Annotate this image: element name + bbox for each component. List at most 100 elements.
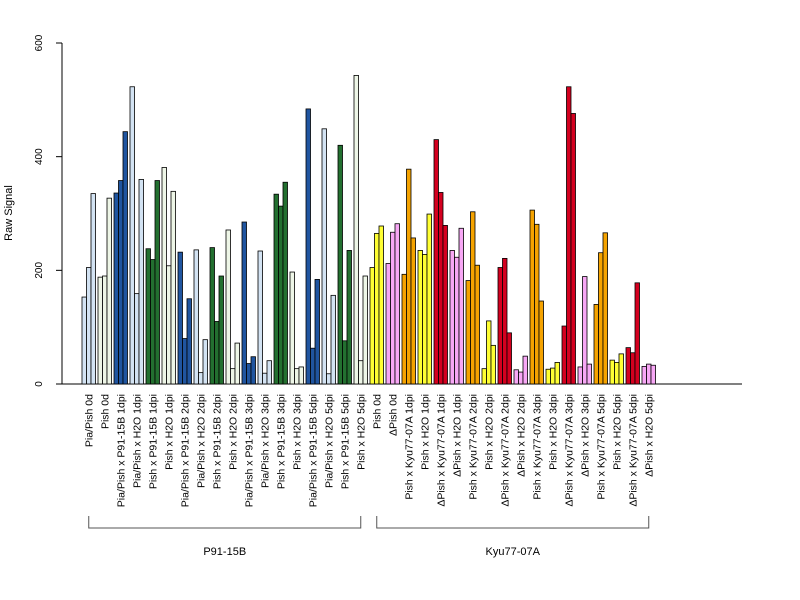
bar bbox=[145, 248, 151, 385]
bar bbox=[314, 279, 320, 385]
x-tick-label: ΔPish x Kyu77-07A 3dpi bbox=[563, 394, 575, 507]
bar bbox=[342, 340, 348, 385]
bar bbox=[209, 247, 215, 385]
x-tick-label: Pish 0d bbox=[371, 394, 383, 429]
bar bbox=[470, 211, 476, 385]
bar bbox=[202, 339, 208, 385]
bar bbox=[353, 74, 359, 385]
group-brackets: P91-15B Kyu77-07A bbox=[88, 516, 650, 558]
bar bbox=[166, 265, 172, 385]
bar bbox=[337, 144, 343, 385]
x-tick-label: Pish x H2O 2dpi bbox=[227, 394, 239, 470]
x-tick-label: Pish x P91-15B 5dpi bbox=[339, 394, 351, 489]
bar bbox=[586, 363, 592, 385]
bars bbox=[81, 74, 656, 385]
bar bbox=[545, 368, 551, 385]
bar bbox=[193, 249, 199, 385]
bar bbox=[570, 113, 576, 385]
bar bbox=[225, 229, 231, 385]
x-tick-label: Pish x Kyu77-07A 5dpi bbox=[595, 394, 607, 500]
bar bbox=[433, 139, 439, 385]
bar bbox=[650, 364, 656, 385]
bar bbox=[330, 294, 336, 385]
bar bbox=[454, 256, 460, 385]
bar bbox=[230, 368, 236, 385]
x-tick-label: ΔPish x Kyu77-07A 1dpi bbox=[435, 394, 447, 507]
bar bbox=[502, 257, 508, 385]
bar bbox=[97, 276, 103, 385]
y-tick-label: 200 bbox=[34, 262, 45, 279]
bar bbox=[218, 275, 224, 385]
bar bbox=[294, 368, 300, 385]
bar bbox=[214, 321, 220, 385]
y-axis-title: Raw Signal bbox=[3, 185, 15, 241]
bar bbox=[362, 275, 368, 385]
bar bbox=[390, 231, 396, 385]
bar bbox=[529, 209, 535, 385]
bar bbox=[582, 276, 588, 385]
x-tick-label: Pish x Kyu77-07A 3dpi bbox=[531, 394, 543, 500]
bar bbox=[278, 205, 284, 385]
bar bbox=[138, 178, 144, 385]
bar bbox=[250, 356, 256, 385]
x-tick-label: ΔPish x Kyu77-07A 2dpi bbox=[499, 394, 511, 507]
bar bbox=[310, 347, 316, 385]
bar bbox=[593, 304, 599, 385]
x-tick-label: Pish x H2O 2dpi bbox=[483, 394, 495, 470]
bar bbox=[102, 275, 108, 385]
bar bbox=[458, 227, 464, 385]
bar bbox=[177, 251, 183, 385]
y-tick-label: 0 bbox=[34, 381, 45, 387]
bar bbox=[150, 259, 156, 385]
bar bbox=[641, 365, 647, 385]
bar bbox=[289, 271, 295, 385]
bar bbox=[234, 342, 240, 385]
bar bbox=[122, 131, 128, 385]
bar bbox=[566, 86, 572, 385]
bar bbox=[534, 223, 540, 385]
bar bbox=[262, 372, 268, 385]
bar bbox=[406, 168, 412, 385]
group-label: Kyu77-07A bbox=[486, 546, 541, 558]
bar bbox=[378, 225, 384, 385]
bar bbox=[554, 362, 560, 385]
bar bbox=[369, 267, 375, 385]
bar bbox=[134, 293, 140, 385]
x-tick-label: Pish x H2O 3dpi bbox=[547, 394, 559, 470]
bar bbox=[246, 363, 252, 385]
x-tick-labels: Pia/Pish 0d Pish 0d Pia/Pish x P91-15B 1dp… bbox=[83, 394, 655, 507]
x-tick-label: ΔPish 0d bbox=[387, 394, 399, 436]
x-tick-label: Pish x Kyu77-07A 2dpi bbox=[467, 394, 479, 500]
bar bbox=[410, 237, 416, 385]
bar bbox=[385, 263, 391, 385]
bar bbox=[630, 352, 636, 385]
bar bbox=[426, 213, 432, 385]
bar bbox=[161, 167, 167, 385]
bar bbox=[305, 108, 311, 385]
y-axis: 0 200 400 600 bbox=[34, 34, 63, 387]
bar bbox=[90, 193, 96, 385]
bar bbox=[186, 298, 192, 385]
bar bbox=[598, 252, 604, 385]
bar bbox=[634, 282, 640, 385]
bar bbox=[113, 192, 119, 385]
bar bbox=[442, 225, 448, 385]
bar bbox=[490, 344, 496, 385]
x-tick-label: ΔPish x H2O 2dpi bbox=[515, 394, 527, 477]
bar bbox=[614, 362, 620, 385]
bar bbox=[266, 360, 272, 385]
bar bbox=[154, 180, 160, 385]
bar bbox=[86, 267, 92, 385]
bar bbox=[358, 360, 364, 385]
y-tick-label: 400 bbox=[34, 148, 45, 165]
bar bbox=[550, 367, 556, 385]
bar bbox=[474, 264, 480, 385]
bar bbox=[449, 250, 455, 385]
x-tick-label: Pish x H2O 1dpi bbox=[163, 394, 175, 470]
bar bbox=[81, 296, 87, 385]
bar bbox=[106, 197, 112, 385]
bar bbox=[170, 190, 176, 385]
x-tick-label: Pish x P91-15B 1dpi bbox=[147, 394, 159, 489]
bar bbox=[438, 192, 444, 385]
bar bbox=[506, 332, 512, 385]
